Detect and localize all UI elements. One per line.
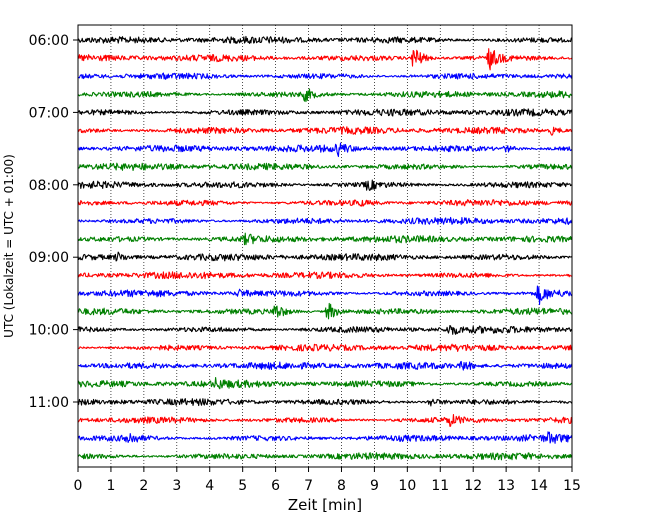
x-tick-label: 2	[139, 478, 148, 494]
trace-line	[77, 343, 573, 352]
y-tick-label: 09:00	[29, 250, 69, 266]
x-tick-label: 12	[464, 478, 482, 494]
y-tick-label: 07:00	[29, 105, 69, 121]
trace-line	[77, 48, 573, 71]
x-tick-label: 15	[563, 478, 581, 494]
trace-line	[77, 142, 573, 158]
x-tick-label: 13	[497, 478, 515, 494]
trace-line	[77, 413, 573, 427]
trace-line	[77, 72, 573, 80]
x-tick-label: 8	[337, 478, 346, 494]
x-tick-label: 4	[205, 478, 214, 494]
x-tick-label: 1	[106, 478, 115, 494]
x-axis-label: Zeit [min]	[288, 496, 362, 514]
trace-line	[77, 216, 573, 225]
trace-line	[77, 88, 573, 103]
x-axis: 0 1 2 3 4 5 6 7 8 9 10 11 12 13 14 15	[74, 467, 581, 494]
x-tick-label: 11	[431, 478, 449, 494]
trace-line	[77, 325, 573, 335]
plot-frame	[77, 24, 573, 468]
x-tick-label: 10	[398, 478, 416, 494]
trace-line	[77, 285, 573, 306]
x-tick-label: 14	[530, 478, 548, 494]
x-tick-label: 6	[271, 478, 280, 494]
trace-line	[77, 302, 573, 320]
trace-line	[77, 179, 573, 191]
trace-line	[77, 162, 573, 171]
trace-line	[77, 35, 573, 44]
trace-line	[77, 360, 573, 371]
x-tick-label: 9	[370, 478, 379, 494]
trace-line	[77, 452, 573, 461]
x-tick-label: 7	[304, 478, 313, 494]
seismic-traces	[77, 35, 573, 461]
y-tick-label: 08:00	[29, 178, 69, 194]
y-tick-label: 10:00	[29, 323, 69, 339]
trace-line	[77, 398, 573, 407]
trace-line	[77, 271, 573, 280]
trace-line	[77, 108, 573, 117]
x-tick-label: 3	[172, 478, 181, 494]
y-tick-label: 11:00	[29, 395, 69, 411]
trace-line	[77, 126, 573, 136]
trace-line	[77, 251, 573, 262]
x-tick-label: 5	[238, 478, 247, 494]
y-axis: 06:00 07:00 08:00 09:00 10:00 11:00	[29, 33, 78, 411]
y-tick-label: 06:00	[29, 33, 69, 49]
trace-line	[77, 199, 573, 207]
x-tick-label: 0	[74, 478, 83, 494]
trace-line	[77, 376, 573, 390]
y-axis-label: UTC (Lokalzeit = UTC + 01:00)	[2, 154, 16, 338]
trace-line	[77, 232, 573, 246]
trace-line	[77, 431, 573, 444]
